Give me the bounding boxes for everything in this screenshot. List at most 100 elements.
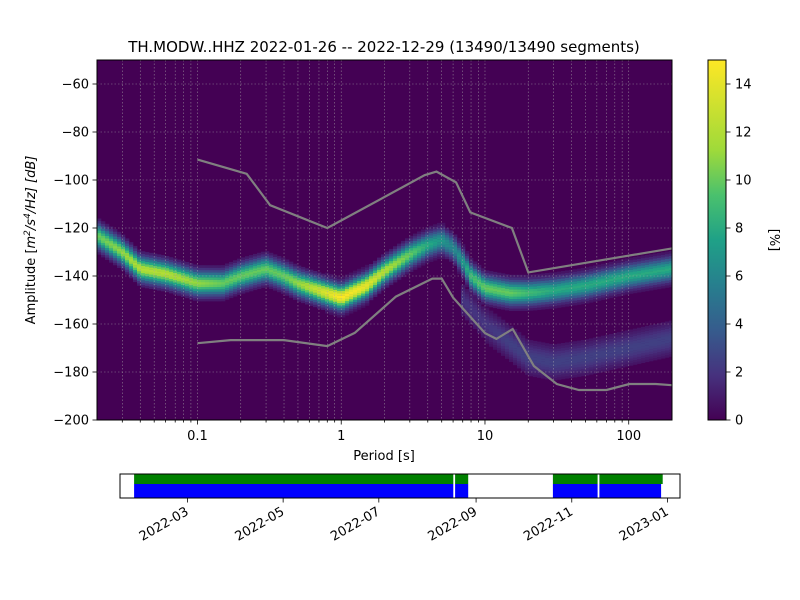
heatmap-cell — [481, 323, 486, 326]
heatmap-cell — [413, 243, 418, 246]
heatmap-cell — [569, 277, 574, 280]
heatmap-cell — [205, 294, 210, 297]
heatmap-cell — [581, 361, 586, 365]
heatmap-cell — [481, 308, 486, 312]
heatmap-cell — [249, 257, 254, 261]
heatmap-cell — [221, 281, 226, 285]
heatmap-cell — [549, 370, 554, 373]
heatmap-cell — [621, 273, 626, 277]
heatmap-cell — [165, 258, 170, 261]
heatmap-cell — [637, 268, 642, 271]
heatmap-cell — [161, 255, 166, 258]
heatmap-cell — [185, 286, 190, 289]
heatmap-cell — [433, 226, 438, 230]
heatmap-cell — [609, 348, 614, 351]
heatmap-cell — [641, 348, 646, 351]
heatmap-cell — [537, 353, 542, 357]
heatmap-cell — [261, 278, 266, 281]
heatmap-cell — [621, 261, 626, 265]
heatmap-cell — [349, 272, 354, 276]
heatmap-cell — [137, 278, 142, 281]
heatmap-cell — [541, 290, 546, 293]
heatmap-cell — [265, 263, 270, 266]
heatmap-cell — [585, 341, 590, 345]
heatmap-cell — [437, 249, 442, 252]
heatmap-cell — [177, 288, 182, 291]
heatmap-cell — [537, 276, 542, 279]
heatmap-cell — [313, 299, 318, 303]
heatmap-cell — [561, 347, 566, 351]
heatmap-cell — [553, 370, 558, 374]
heatmap-cell — [285, 293, 290, 296]
heatmap-cell — [121, 256, 126, 259]
heatmap-cell — [513, 289, 518, 292]
heatmap-cell — [533, 300, 538, 304]
heatmap-cell — [133, 277, 138, 280]
heatmap-cell — [557, 281, 562, 284]
heatmap-cell — [477, 318, 482, 322]
heatmap-cell — [613, 337, 618, 341]
heatmap-cell — [529, 366, 534, 370]
heatmap-cell — [601, 268, 606, 272]
heatmap-cell — [557, 278, 562, 282]
heatmap-cell — [489, 297, 494, 301]
heatmap-cell — [549, 343, 554, 347]
heatmap-cell — [141, 275, 146, 278]
heatmap-cell — [405, 245, 410, 249]
heatmap-cell — [445, 242, 450, 245]
heatmap-cell — [485, 289, 490, 293]
heatmap-cell — [313, 285, 318, 288]
heatmap-cell — [533, 281, 538, 284]
heatmap-cell — [533, 291, 538, 294]
heatmap-cell — [441, 249, 446, 252]
heatmap-cell — [589, 352, 594, 356]
heatmap-cell — [441, 234, 446, 238]
heatmap-cell — [501, 273, 506, 276]
processed-bar — [134, 474, 469, 484]
heatmap-cell — [149, 255, 154, 258]
heatmap-cell — [209, 272, 214, 275]
heatmap-cell — [273, 256, 278, 260]
heatmap-cell — [649, 280, 654, 284]
heatmap-cell — [229, 293, 234, 296]
heatmap-cell — [337, 300, 342, 304]
heatmap-cell — [605, 358, 610, 362]
heatmap-cell — [601, 273, 606, 276]
heatmap-cell — [181, 287, 186, 290]
heatmap-cell — [129, 246, 134, 250]
heatmap-cell — [525, 360, 530, 363]
heatmap-cell — [281, 272, 286, 275]
heatmap-cell — [613, 352, 618, 355]
heatmap-cell — [157, 276, 162, 279]
heatmap-cell — [585, 267, 590, 270]
heatmap-cell — [649, 341, 654, 345]
heatmap-cell — [233, 281, 238, 285]
heatmap-cell — [573, 281, 578, 284]
heatmap-cell — [505, 279, 510, 282]
heatmap-cell — [441, 242, 446, 245]
heatmap-cell — [245, 287, 250, 290]
heatmap-cell — [325, 291, 330, 295]
heatmap-cell — [261, 285, 266, 288]
heatmap-cell — [461, 263, 466, 266]
heatmap-cell — [497, 321, 502, 324]
heatmap-cell — [493, 320, 498, 324]
heatmap-cell — [469, 312, 474, 316]
heatmap-cell — [161, 259, 166, 263]
heatmap-cell — [465, 289, 470, 292]
heatmap-cell — [657, 281, 662, 285]
heatmap-cell — [621, 264, 626, 267]
heatmap-cell — [549, 363, 554, 366]
heatmap-cell — [125, 240, 130, 244]
heatmap-cell — [649, 263, 654, 267]
heatmap-cell — [109, 236, 114, 239]
heatmap-cell — [609, 333, 614, 337]
heatmap-cell — [209, 289, 214, 292]
heatmap-cell — [569, 344, 574, 347]
heatmap-cell — [609, 269, 614, 272]
heatmap-cell — [317, 289, 322, 292]
heatmap-cell — [261, 258, 266, 262]
heatmap-cell — [565, 364, 570, 367]
heatmap-cell — [345, 298, 350, 302]
heatmap-cell — [613, 340, 618, 343]
